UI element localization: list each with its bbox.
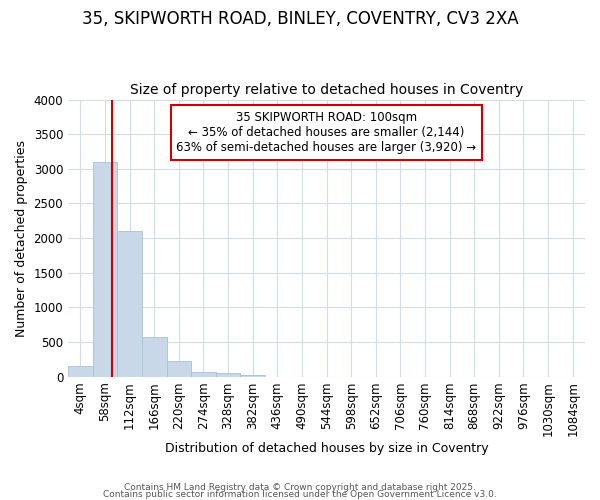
Bar (68, 366, 92, 376)
Bar (117, 231, 142, 376)
Text: 35, SKIPWORTH ROAD, BINLEY, COVENTRY, CV3 2XA: 35, SKIPWORTH ROAD, BINLEY, COVENTRY, CV… (82, 10, 518, 28)
Text: 35 SKIPWORTH ROAD: 100sqm
← 35% of detached houses are smaller (2,144)
63% of se: 35 SKIPWORTH ROAD: 100sqm ← 35% of detac… (176, 110, 476, 154)
X-axis label: Distribution of detached houses by size in Coventry: Distribution of detached houses by size … (165, 442, 488, 455)
Bar (92, 162, 117, 376)
Bar (191, 372, 216, 376)
Text: Contains public sector information licensed under the Open Government Licence v3: Contains public sector information licen… (103, 490, 497, 499)
Bar (167, 362, 191, 376)
Bar (142, 337, 167, 376)
Title: Size of property relative to detached houses in Coventry: Size of property relative to detached ho… (130, 83, 523, 97)
Y-axis label: Number of detached properties: Number of detached properties (15, 140, 28, 336)
Bar (216, 373, 241, 376)
Text: Contains HM Land Registry data © Crown copyright and database right 2025.: Contains HM Land Registry data © Crown c… (124, 484, 476, 492)
Bar (241, 374, 265, 376)
